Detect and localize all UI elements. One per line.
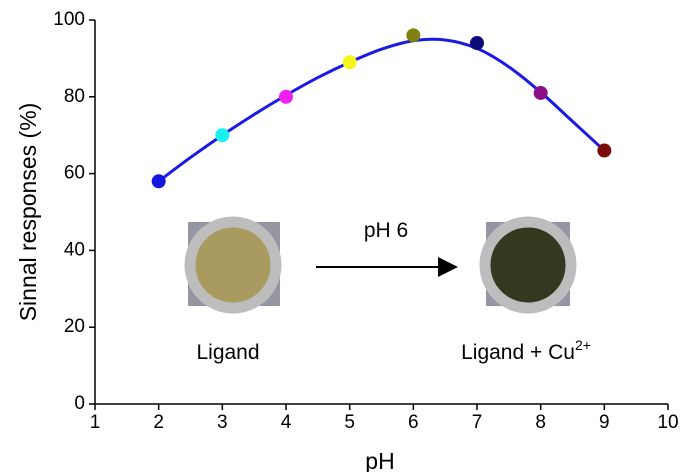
y-axis-title: Sinnal responses (%)	[15, 103, 41, 322]
complex-label: Ligand + Cu2+	[461, 337, 591, 364]
x-tick-label: 8	[535, 412, 546, 433]
x-tick-label: 5	[344, 412, 355, 433]
y-tick-label: 40	[64, 239, 85, 260]
x-tick-label: 7	[472, 412, 483, 433]
y-tick-label: 100	[53, 9, 85, 30]
y-tick-label: 60	[64, 163, 85, 184]
condition-label: pH 6	[364, 219, 408, 242]
x-tick-label: 6	[408, 412, 419, 433]
x-tick-label: 2	[153, 412, 164, 433]
fit-curve	[157, 37, 606, 183]
data-point	[342, 55, 357, 70]
data-point	[470, 36, 484, 51]
x-tick-label: 4	[281, 412, 292, 433]
ligand-label: Ligand	[196, 341, 259, 364]
data-point	[279, 89, 293, 104]
data-point	[533, 85, 548, 100]
x-tick-label: 9	[599, 412, 610, 433]
x-tick-label: 10	[657, 412, 678, 433]
data-point	[597, 143, 612, 158]
inset-right	[479, 216, 577, 314]
y-tick-label: 80	[64, 86, 85, 107]
inset-left	[184, 216, 282, 314]
x-axis-title: pH	[365, 448, 394, 472]
data-point	[215, 128, 230, 143]
x-tick-label: 1	[90, 412, 101, 433]
data-point	[406, 28, 421, 43]
complex-label-main: Ligand + Cu	[461, 341, 575, 364]
y-tick-label: 20	[64, 316, 85, 337]
x-tick-label: 3	[217, 412, 228, 433]
data-point	[151, 174, 166, 189]
complex-label-sup: 2+	[575, 337, 591, 353]
y-tick-label: 0	[74, 393, 85, 414]
